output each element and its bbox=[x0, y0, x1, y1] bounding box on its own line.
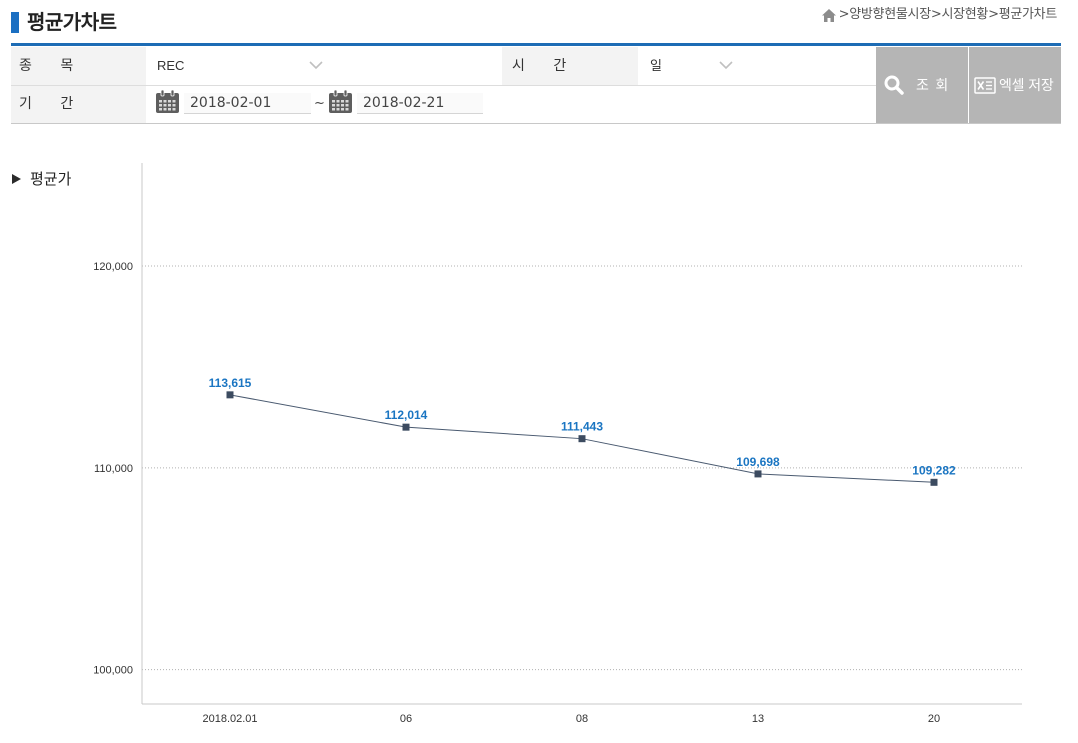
data-label: 109,282 bbox=[912, 463, 956, 477]
data-label: 111,443 bbox=[561, 420, 603, 434]
triangle-right-icon bbox=[12, 174, 21, 184]
breadcrumb-separator: > bbox=[838, 7, 850, 22]
interval-label: 시 간 bbox=[502, 47, 638, 85]
item-select[interactable]: REC bbox=[146, 47, 502, 85]
data-point-marker bbox=[930, 478, 938, 486]
filter-bottom-border bbox=[11, 123, 1061, 124]
x-tick-label: 06 bbox=[400, 713, 412, 725]
excel-save-button-label: 엑셀 저장 bbox=[999, 78, 1054, 94]
breadcrumb-item-current: 평균가차트 bbox=[998, 7, 1058, 22]
y-tick-label: 110,000 bbox=[94, 463, 133, 475]
calendar-icon[interactable] bbox=[328, 89, 353, 114]
x-tick-label: 13 bbox=[752, 713, 764, 725]
breadcrumb-item-bidirectional-spot-market[interactable]: 양방향현물시장 bbox=[849, 7, 931, 22]
x-tick-label: 20 bbox=[928, 713, 940, 725]
item-select-value: REC bbox=[157, 58, 185, 73]
chevron-down-icon bbox=[719, 61, 733, 70]
excel-icon bbox=[974, 76, 996, 94]
title-accent-bar bbox=[11, 12, 19, 33]
item-label: 종 목 bbox=[11, 47, 146, 85]
row-divider bbox=[11, 85, 876, 86]
header-divider bbox=[11, 43, 1061, 46]
breadcrumb-separator: > bbox=[988, 7, 999, 22]
interval-select-value: 일 bbox=[650, 58, 662, 73]
calendar-icon[interactable] bbox=[155, 89, 180, 114]
y-tick-label: 120,000 bbox=[93, 261, 133, 273]
home-icon[interactable] bbox=[821, 8, 836, 22]
chart-heading: 평균가 bbox=[12, 170, 71, 188]
y-tick-label: 100,000 bbox=[93, 665, 133, 677]
start-date-input[interactable] bbox=[184, 93, 311, 114]
breadcrumb-separator: > bbox=[930, 7, 942, 22]
search-icon bbox=[884, 75, 904, 95]
date-range-separator: ~ bbox=[314, 96, 325, 111]
data-label: 112,014 bbox=[385, 408, 428, 422]
data-point-marker bbox=[402, 423, 410, 431]
data-label: 113,615 bbox=[209, 376, 252, 390]
page-title: 평균가차트 bbox=[27, 10, 117, 34]
breadcrumb: > 양방향현물시장 > 시장현황 > 평균가차트 bbox=[821, 6, 1058, 24]
data-point-marker bbox=[754, 470, 762, 478]
data-point-marker bbox=[226, 391, 234, 399]
chevron-down-icon bbox=[309, 61, 323, 70]
end-date-input[interactable] bbox=[357, 93, 483, 114]
breadcrumb-item-market-status[interactable]: 시장현황 bbox=[941, 7, 989, 22]
data-label: 109,698 bbox=[736, 455, 780, 469]
chart-title: 평균가 bbox=[30, 170, 72, 188]
excel-save-button[interactable]: 엑셀 저장 bbox=[969, 47, 1061, 123]
x-tick-label: 08 bbox=[576, 713, 588, 725]
average-price-line-chart: 100,000 110,000 120,000 2018.02.01 06 08 13 20 1… bbox=[93, 163, 1022, 725]
data-point-marker bbox=[578, 435, 586, 443]
x-tick-label: 2018.02.01 bbox=[202, 713, 257, 725]
search-button[interactable]: 조 회 bbox=[876, 47, 968, 123]
period-label: 기 간 bbox=[11, 86, 146, 123]
search-button-label: 조 회 bbox=[916, 78, 949, 94]
interval-select[interactable]: 일 bbox=[638, 47, 876, 85]
